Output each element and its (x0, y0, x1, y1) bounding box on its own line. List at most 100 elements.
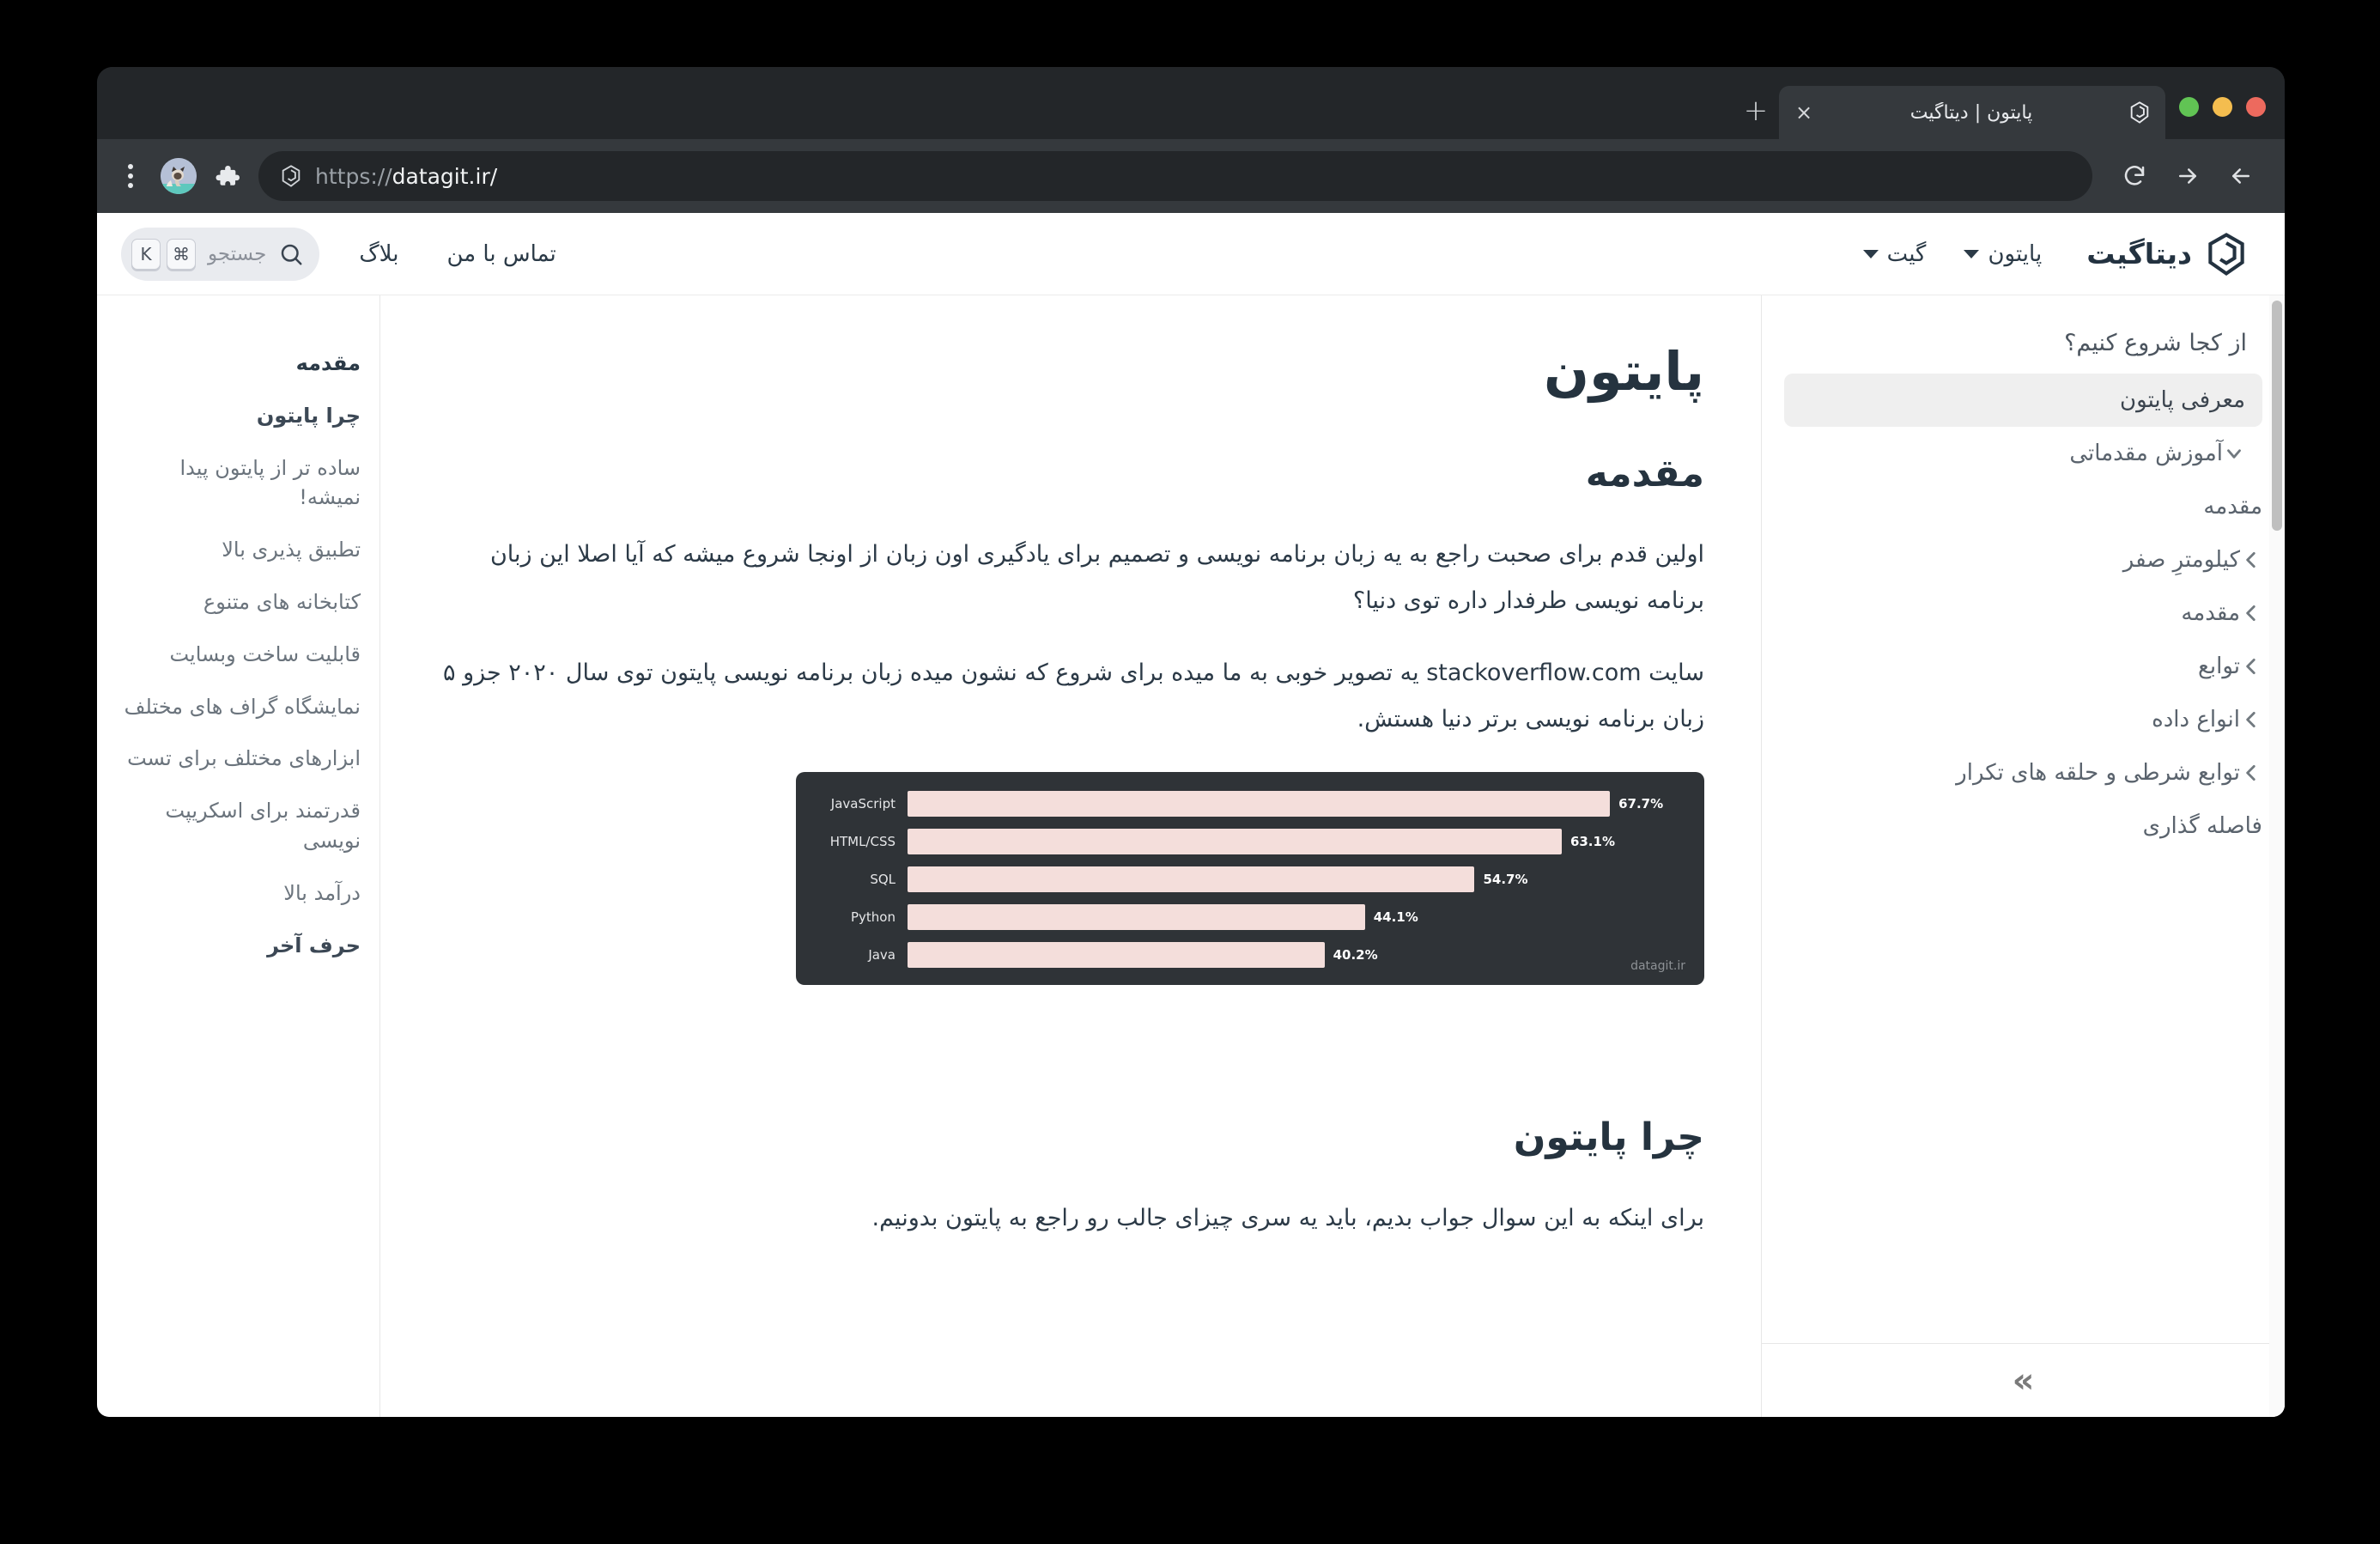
toc-item-testing-tools[interactable]: ابزارهای مختلف برای تست (127, 746, 361, 771)
forward-arrow-icon[interactable] (2163, 151, 2213, 201)
back-arrow-icon[interactable] (2216, 151, 2266, 201)
close-window-button[interactable] (2246, 97, 2266, 117)
toc-item-website[interactable]: قابلیت ساخت وبسایت (169, 641, 361, 666)
sidebar-item-label: معرفی پایتون (2120, 387, 2245, 413)
chart-bar (908, 904, 1365, 931)
sidebar-item-basic-course[interactable]: آموزش مقدماتی (1784, 427, 2262, 480)
url-host: datagit.ir/ (392, 163, 498, 189)
page-body: از کجا شروع کنیم؟ معرفی پایتون آموزش مقد… (97, 295, 2285, 1417)
chart-value-label: 40.2% (1333, 947, 1378, 963)
toc-item-libraries[interactable]: کتابخانه های متنوع (203, 589, 361, 614)
minimize-window-button[interactable] (2213, 97, 2232, 117)
chart-category-label: SQL (870, 872, 896, 888)
kebab-menu-icon[interactable] (116, 159, 145, 193)
chevron-left-icon[interactable] (2240, 762, 2262, 784)
chart-row: JavaScript 67.7% (815, 787, 1685, 820)
chevron-down-icon[interactable] (2223, 442, 2245, 465)
sidebar-item-label: مقدمه (2181, 600, 2240, 626)
paragraph-2-after: یه تصویر خوبی به ما میده برای شروع که نش… (442, 660, 1704, 733)
search-input[interactable]: جستجو ⌘ K (121, 227, 320, 281)
toc-item-income[interactable]: درآمد بالا (283, 880, 361, 905)
chart-bar-area: 63.1% (908, 829, 1685, 855)
sidebar-item-muqaddame-1[interactable]: مقدمه (1784, 480, 2262, 533)
sidebar-item-spacing[interactable]: فاصله گذاری (1784, 799, 2262, 853)
chart-bar-area: 54.7% (908, 866, 1685, 893)
toc-item-final-word[interactable]: حرف آخر (267, 933, 361, 957)
paragraph-2-before: سایت (1641, 660, 1704, 687)
sidebar-item-intro-python[interactable]: معرفی پایتون (1784, 374, 2262, 427)
chart-value-label: 54.7% (1483, 872, 1528, 888)
browser-window: پایتون | دیتاگیت × + (97, 67, 2285, 1417)
sidebar-scroll-area: از کجا شروع کنیم؟ معرفی پایتون آموزش مقد… (1762, 295, 2285, 1343)
puzzle-icon[interactable] (212, 161, 241, 191)
chart-category-label: HTML/CSS (829, 834, 896, 850)
tab-title: پایتون | دیتاگیت (1909, 101, 2033, 124)
sidebar-item-conditionals-loops[interactable]: توابع شرطی و حلقه های تکرار (1784, 746, 2262, 799)
key-command: ⌘ (167, 238, 196, 270)
browser-tab[interactable]: پایتون | دیتاگیت × (1779, 86, 2165, 139)
sidebar-item-data-types[interactable]: انواع داده (1784, 693, 2262, 746)
sidebar-item-functions[interactable]: توابع (1784, 640, 2262, 693)
nav-item-python[interactable]: پایتون (1964, 241, 2042, 267)
sidebar-item-kilometer-zero[interactable]: کیلومترِ صفر (1784, 533, 2262, 587)
chevron-left-icon[interactable] (2240, 549, 2262, 571)
chart-row: Python 44.1% (815, 901, 1685, 933)
sidebar-collapse-bar[interactable]: » (1762, 1343, 2285, 1417)
sidebar-item-label: توابع شرطی و حلقه های تکرار (1956, 760, 2240, 786)
chart-row: Java 40.2% (815, 939, 1685, 971)
chart-row: SQL 54.7% (815, 863, 1685, 896)
nav-item-git-label: گیت (1886, 240, 1927, 267)
nav-link-blog[interactable]: بلاگ (359, 240, 399, 267)
avatar[interactable] (161, 158, 197, 194)
chevron-left-icon[interactable] (2240, 655, 2262, 678)
stackoverflow-link[interactable]: stackoverflow.com (1426, 660, 1642, 687)
sidebar-item-label: فاصله گذاری (2142, 813, 2262, 839)
table-of-contents: مقدمه چرا پایتون ساده تر از پایتون پیدا … (97, 295, 380, 1417)
address-bar-url: https://datagit.ir/ (315, 164, 497, 189)
toc-item-simpler[interactable]: ساده تر از پایتون پیدا نمیشه! (179, 455, 361, 510)
address-bar[interactable]: https://datagit.ir/ (258, 151, 2092, 201)
url-scheme: https:// (315, 163, 392, 189)
new-tab-button[interactable]: + (1743, 94, 1769, 128)
sidebar-item-label: مقدمه (2203, 494, 2262, 520)
chart-bar (908, 829, 1562, 855)
double-chevron-right-icon[interactable]: » (2012, 1360, 2035, 1401)
toc-item-intro[interactable]: مقدمه (295, 351, 361, 375)
chevron-down-icon (1964, 249, 1980, 258)
datagit-logo-icon (2128, 100, 2152, 125)
sidebar-heading: از کجا شروع کنیم؟ (2064, 330, 2247, 356)
brand[interactable]: دیتاگیت (2086, 232, 2249, 277)
browser-toolbar: https://datagit.ir/ (97, 139, 2285, 213)
reload-icon[interactable] (2110, 151, 2159, 201)
chevron-left-icon[interactable] (2240, 602, 2262, 624)
toc-item-versatility[interactable]: تطبیق پذیری بالا (222, 538, 361, 562)
chart-bar-area: 67.7% (908, 791, 1685, 818)
close-icon[interactable]: × (1794, 100, 1813, 125)
primary-nav: پایتون گیت (1862, 240, 2042, 267)
page-scrollbar-thumb[interactable] (2272, 301, 2282, 531)
toc-item-scripting[interactable]: قدرتمند برای اسکریپت نویسی (165, 799, 361, 853)
nav-link-contact[interactable]: تماس با من (446, 240, 556, 267)
chevron-down-icon (1862, 249, 1879, 258)
nav-item-git[interactable]: گیت (1862, 240, 1927, 267)
page-title: پایتون (1544, 340, 1704, 403)
page-scrollbar[interactable] (2269, 295, 2285, 1417)
article: پایتون مقدمه اولین قدم برای صحبت راجع به… (380, 295, 1761, 1417)
maximize-window-button[interactable] (2179, 97, 2199, 117)
site-header: دیتاگیت پایتون گیت تماس با من بلاگ (97, 213, 2285, 295)
key-k: K (131, 238, 161, 270)
sidebar-item-label: کیلومترِ صفر (2122, 547, 2240, 573)
search-icon (278, 241, 304, 267)
chevron-left-icon[interactable] (2240, 708, 2262, 731)
chart-bar (908, 942, 1325, 969)
article-wrap: پایتون مقدمه اولین قدم برای صحبت راجع به… (97, 295, 1761, 1417)
chart-category-label: JavaScript (830, 796, 896, 812)
window-traffic-lights (2165, 97, 2285, 139)
chart-category-label: Python (851, 909, 896, 926)
toc-item-graphs[interactable]: نمایشگاه گراف های مختلف (124, 694, 361, 719)
chart-bar (908, 866, 1475, 893)
language-popularity-chart: JavaScript 67.7% HTML/CSS 63.1% (796, 772, 1704, 986)
toc-item-why-python[interactable]: چرا پایتون (256, 403, 361, 428)
section-heading-why-python: چرا پایتون (1513, 1115, 1704, 1160)
sidebar-item-muqaddame-2[interactable]: مقدمه (1784, 587, 2262, 640)
